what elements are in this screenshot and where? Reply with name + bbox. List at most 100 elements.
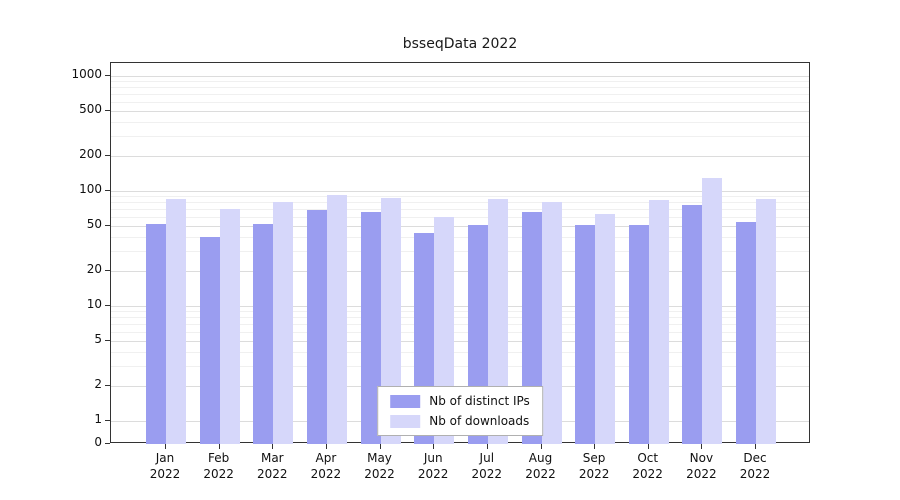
gridline-minor [111,81,809,83]
bar-downloads [273,202,294,444]
chart-title: bsseqData 2022 [402,36,518,52]
y-tick-label: 200 [79,147,102,162]
y-axis-tick [105,443,110,444]
y-axis-tick [105,224,110,226]
gridline-minor [111,202,809,204]
gridline-minor [111,311,809,313]
bar-distinct-ips [736,221,756,444]
y-tick-label: 500 [79,101,102,116]
x-tick-label: Feb 2022 [203,451,234,481]
bar-downloads [487,199,508,444]
bar-downloads [219,208,240,444]
gridline-minor [111,121,809,123]
bar-distinct-ips [199,236,220,444]
gridline-minor [111,331,809,333]
bar-distinct-ips [146,223,166,444]
bar-downloads [326,195,347,444]
y-tick-label: 0 [94,435,102,449]
x-axis-tick [379,444,381,449]
gridline-minor [111,196,809,198]
y-axis-tick [105,385,110,387]
gridline-minor [111,251,809,253]
bar-downloads [541,202,562,444]
x-tick-label: May 2022 [364,451,395,481]
gridline-minor [111,216,809,218]
bar-distinct-ips [306,210,327,444]
gridline-minor [111,351,809,353]
y-axis-tick [105,270,110,272]
x-tick-label: Dec 2022 [739,451,771,481]
x-tick-label: Jul 2022 [471,451,503,481]
gridline-minor [111,101,809,103]
bar-downloads [380,198,401,444]
bar-distinct-ips [521,211,542,444]
legend-label-distinct-ips: Nb of distinct IPs [429,394,530,408]
x-axis-tick [647,444,649,449]
bar-distinct-ips [360,211,381,444]
x-axis-tick [540,444,542,449]
x-axis-tick [218,444,220,449]
x-tick-label: Oct 2022 [632,451,663,481]
bar-downloads [756,199,776,444]
y-axis-tick [105,420,110,421]
bar-downloads [166,199,186,444]
gridline-major [111,271,809,273]
gridline-minor [111,317,809,319]
gridline-minor [111,93,809,95]
x-axis-tick [272,444,274,449]
x-tick-label: Jan 2022 [149,451,181,481]
y-axis-tick [105,339,110,341]
x-axis-tick [486,444,488,449]
legend-label-downloads: Nb of downloads [429,414,530,428]
gridline-minor [111,236,809,238]
gridline-minor [111,87,809,89]
bar-distinct-ips [575,224,596,444]
y-tick-label: 10 [86,297,102,311]
x-axis-tick [755,444,756,449]
gridline-major [111,110,809,112]
x-axis-tick [701,444,703,449]
gridline-major [111,340,809,342]
gridline-major [111,191,809,192]
x-tick-label: Apr 2022 [310,451,342,481]
x-axis-tick [165,444,166,449]
y-tick-label: 2 [94,377,102,392]
y-axis-tick [105,155,110,157]
x-tick-label: Jun 2022 [417,451,449,481]
x-tick-label: Mar 2022 [257,451,288,481]
bar-downloads [595,214,616,444]
bar-downloads [648,200,669,444]
gridline-major [111,156,809,158]
bar-distinct-ips [682,205,703,444]
legend-entry-distinct-ips: Nb of distinct IPs [390,394,530,408]
gridline-major [111,225,809,227]
x-tick-label: Nov 2022 [686,451,717,481]
bar-downloads [702,177,723,444]
x-axis-tick [433,444,435,449]
gridline-major [111,76,809,77]
gridline-minor [111,208,809,210]
y-tick-label: 100 [79,182,102,196]
legend-entry-downloads: Nb of downloads [390,414,530,428]
bar-distinct-ips [628,224,649,444]
y-tick-label: 20 [86,262,102,277]
gridline-major [111,306,809,307]
gridline-minor [111,136,809,138]
legend-swatch-downloads [390,414,421,428]
x-tick-label: Aug 2022 [525,451,556,481]
y-tick-label: 5 [94,331,102,346]
plot-area: Nb of distinct IPs Nb of downloads [110,62,810,444]
x-axis-tick [325,444,327,449]
gridline-minor [111,323,809,325]
y-tick-label: 1000 [71,67,102,81]
x-axis-tick [594,444,596,449]
y-tick-label: 1 [94,412,102,426]
legend-swatch-distinct-ips [390,394,421,408]
y-tick-label: 50 [86,216,102,231]
bar-distinct-ips [253,223,274,444]
gridline-minor [111,366,809,368]
legend: Nb of distinct IPs Nb of downloads [377,386,543,436]
y-axis-tick [105,75,110,76]
y-axis-tick [105,109,110,111]
